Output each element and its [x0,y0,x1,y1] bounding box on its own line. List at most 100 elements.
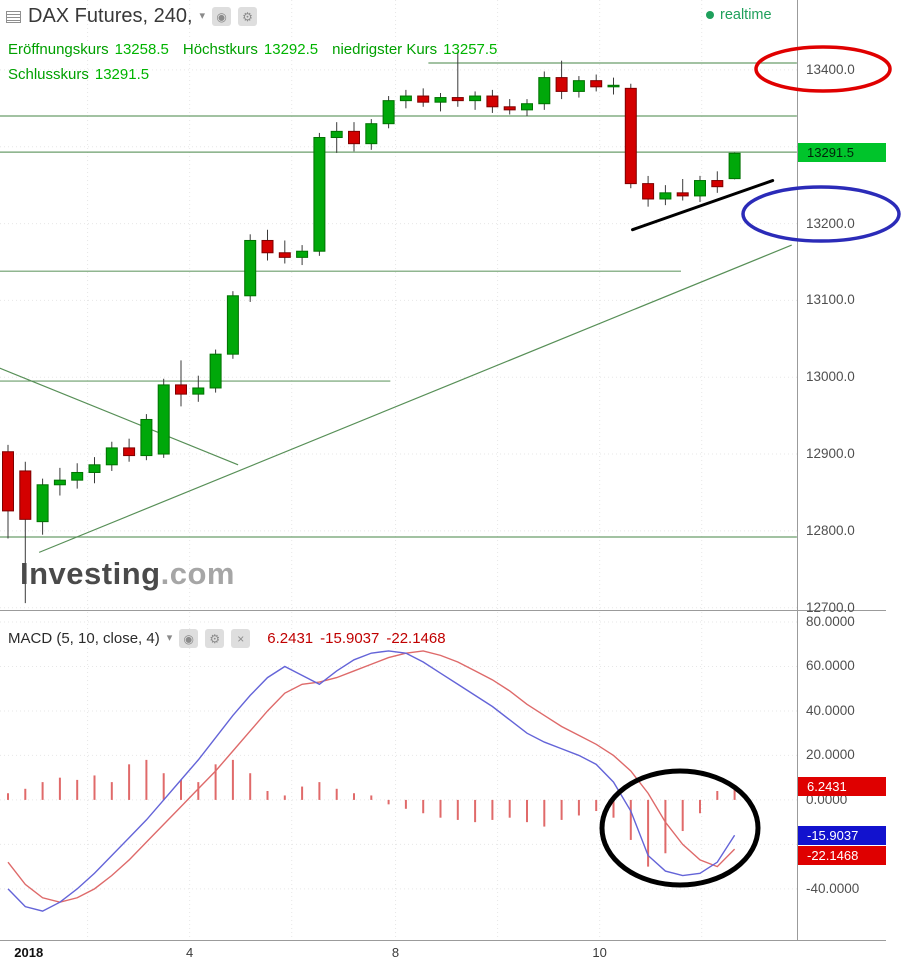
candle-body [399,95,412,102]
macd-axis-label: 60.0000 [806,658,855,674]
candle-body [694,180,706,197]
macd-title[interactable]: MACD (5, 10, close, 4) [8,630,160,647]
candle-body [469,95,482,102]
settings-icon[interactable]: ⚙ [238,7,258,26]
chart-header: DAX Futures, 240, ▾ ◉ ⚙ [6,5,258,28]
chart-menu-icon[interactable] [6,10,21,23]
candle-body [590,80,603,88]
macd-line-value: -15.9037 [320,630,380,647]
candle-body [538,77,551,105]
candle-body [2,451,14,512]
visibility-icon[interactable]: ◉ [212,7,232,26]
candle-body [157,384,170,455]
candle-body [105,447,118,466]
macd-signal-value: -22.1468 [386,630,446,647]
last-price-badge: 13291.5 [798,143,886,163]
macd-settings-icon[interactable]: ⚙ [205,629,225,648]
candle-body [624,87,637,185]
candle-body [659,192,672,200]
candle-body [572,80,585,92]
candle-body [486,95,499,108]
trend-line [38,244,792,553]
price-axis-label: 12900.0 [806,446,855,462]
candle-body [607,84,620,88]
candle-body [53,479,66,486]
candle-body [36,484,49,523]
candle-body [88,464,101,473]
candle-body [244,239,257,297]
open-label: Eröffnungskurs [8,41,109,58]
candle-body [330,130,343,139]
macd-axis-label: 80.0000 [806,614,855,629]
macd-axis-label: 20.0000 [806,747,855,763]
candle-body [296,250,309,258]
price-axis-label: 12700.0 [806,599,855,615]
price-axis-label: 13200.0 [806,215,855,231]
realtime-label: realtime [720,7,772,23]
close-label: Schlusskurs [8,66,89,83]
candle-body [521,103,533,111]
candle-body [676,192,689,197]
macd-header: MACD (5, 10, close, 4) ▾ ◉ ⚙ × 6.2431 -1… [8,629,446,648]
candle-body [382,100,395,125]
low-value: 13257.5 [443,41,498,58]
candle-body [365,123,378,145]
candle-body [140,418,153,457]
candle-body [313,137,326,252]
investing-watermark: Investing.com [20,556,235,592]
macd-main-line [7,650,736,912]
symbol-title[interactable]: DAX Futures, 240, [28,5,193,27]
watermark-suffix: .com [160,556,235,591]
ohlc-legend-line1: Eröffnungskurs 13258.5 Höchstkurs 13292.5 ni… [8,41,511,58]
macd-axis-label: 0.0000 [806,791,848,807]
macd-chevron-down-icon[interactable]: ▾ [166,632,173,644]
time-axis-label: 2018 [14,945,44,960]
chevron-down-icon[interactable]: ▾ [199,10,206,22]
candle-body [71,471,84,481]
candle-body [451,97,464,102]
macd-value-badge: -15.9037 [798,825,886,845]
macd-histogram-value: 6.2431 [267,630,314,647]
watermark-brand: Investing [20,556,161,591]
candle-body [555,77,568,92]
candle-body [711,180,724,188]
macd-signal-line [7,650,736,903]
candle-body [209,353,222,389]
candle-body [728,152,741,180]
ohlc-legend-line2: Schlusskurs 13291.5 [8,66,163,83]
close-value: 13291.5 [94,66,150,83]
candle-body [278,252,291,258]
candle-body [434,97,447,103]
price-axis-label: 13000.0 [806,369,855,385]
macd-axis-label: 40.0000 [806,702,855,718]
realtime-indicator: realtime [706,7,772,23]
open-value: 13258.5 [114,41,169,58]
time-axis-label: 4 [186,945,194,960]
candle-body [348,130,360,145]
macd-visibility-icon[interactable]: ◉ [179,629,199,648]
candle-body [642,183,655,200]
candle-body [226,295,239,355]
time-axis-label: 8 [391,945,400,960]
high-label: Höchstkurs [182,41,258,58]
price-axis-label: 13100.0 [806,292,855,308]
trend-line [0,367,239,466]
candle-body [261,239,274,254]
macd-close-icon[interactable]: × [231,629,251,648]
macd-axis-label: -40.0000 [806,880,860,896]
price-axis-label: 12800.0 [806,522,855,538]
candle-body [192,387,205,395]
macd-value-badge: -22.1468 [798,845,886,865]
realtime-dot-icon [706,11,714,19]
price-axis-label: 13400.0 [806,61,855,77]
candle-body [123,447,136,457]
macd-value-badge: 6.2431 [798,776,886,796]
candle-body [503,106,516,111]
candle-body [175,384,187,395]
time-axis-label: 10 [592,945,607,960]
high-value: 13292.5 [263,41,319,58]
candle-body [417,95,430,103]
candle-body [19,470,32,520]
